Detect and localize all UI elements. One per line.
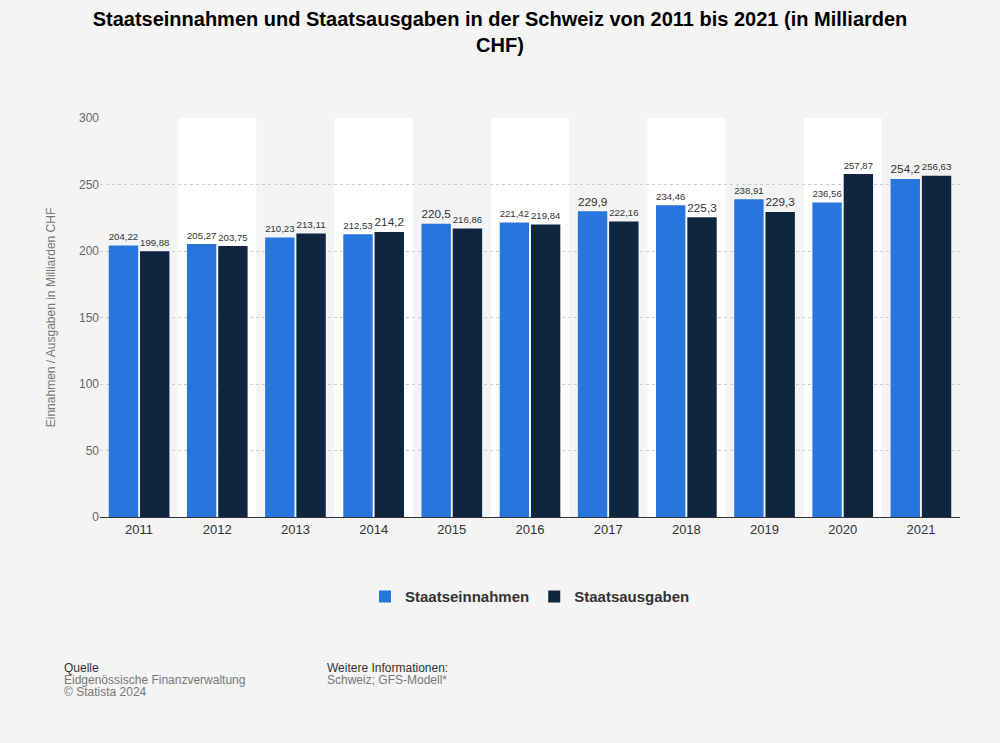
svg-text:199,88: 199,88 — [140, 237, 169, 248]
svg-text:205,27: 205,27 — [187, 230, 216, 241]
svg-text:2014: 2014 — [359, 522, 388, 537]
svg-text:229,3: 229,3 — [765, 195, 795, 208]
svg-text:214,2: 214,2 — [375, 215, 404, 228]
svg-text:Einnahmen / Ausgaben in Millia: Einnahmen / Ausgaben in Milliarden CHF — [44, 208, 58, 427]
svg-text:2020: 2020 — [828, 522, 857, 537]
svg-text:238,91: 238,91 — [734, 185, 763, 196]
svg-text:210,23: 210,23 — [265, 223, 294, 234]
svg-text:225,3: 225,3 — [687, 201, 717, 214]
svg-text:203,75: 203,75 — [218, 232, 247, 243]
svg-text:2018: 2018 — [672, 522, 701, 537]
svg-text:254,2: 254,2 — [891, 162, 920, 175]
svg-text:257,87: 257,87 — [844, 160, 873, 171]
svg-text:Eidgenössische Finanzverwaltun: Eidgenössische Finanzverwaltung — [64, 673, 245, 687]
svg-text:2015: 2015 — [437, 522, 466, 537]
svg-text:100: 100 — [79, 377, 99, 391]
svg-text:2013: 2013 — [281, 522, 310, 537]
svg-text:220,5: 220,5 — [421, 207, 451, 220]
svg-text:221,42: 221,42 — [500, 208, 529, 219]
svg-text:© Statista 2024: © Statista 2024 — [64, 685, 147, 699]
svg-text:222,16: 222,16 — [609, 207, 638, 218]
svg-text:Weitere Informationen:: Weitere Informationen: — [327, 661, 448, 675]
svg-text:212,53: 212,53 — [343, 220, 372, 231]
svg-text:Staatseinnahmen: Staatseinnahmen — [405, 588, 529, 605]
svg-text:Quelle: Quelle — [64, 661, 99, 675]
svg-text:2019: 2019 — [750, 522, 779, 537]
svg-text:2016: 2016 — [516, 522, 545, 537]
svg-text:300: 300 — [79, 111, 99, 125]
svg-text:256,63: 256,63 — [922, 161, 951, 172]
svg-text:250: 250 — [79, 178, 99, 192]
svg-text:234,46: 234,46 — [656, 191, 685, 202]
svg-text:0: 0 — [92, 510, 99, 524]
svg-text:204,22: 204,22 — [109, 231, 138, 242]
svg-text:50: 50 — [86, 444, 100, 458]
svg-text:213,11: 213,11 — [296, 219, 325, 230]
svg-text:2011: 2011 — [125, 522, 153, 537]
svg-text:150: 150 — [79, 311, 99, 325]
svg-text:219,84: 219,84 — [531, 210, 561, 221]
svg-text:2021: 2021 — [906, 522, 935, 537]
svg-text:2012: 2012 — [203, 522, 232, 537]
svg-text:Staatsausgaben: Staatsausgaben — [574, 588, 689, 605]
svg-text:200: 200 — [79, 244, 99, 258]
svg-text:2017: 2017 — [594, 522, 623, 537]
svg-text:Schweiz; GFS-Modell*: Schweiz; GFS-Modell* — [327, 673, 447, 687]
svg-text:229,9: 229,9 — [578, 195, 607, 208]
svg-text:216,86: 216,86 — [453, 214, 482, 225]
svg-text:Staatseinnahmen und Staatsausg: Staatseinnahmen und Staatsausgaben in de… — [93, 8, 908, 56]
svg-text:236,56: 236,56 — [812, 188, 841, 199]
